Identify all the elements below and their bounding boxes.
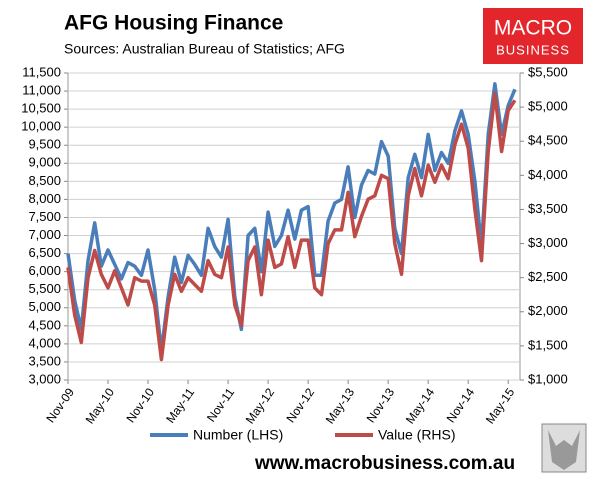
x-tick-label: Nov-12 [284, 385, 318, 425]
x-tick-label: Nov-14 [444, 385, 478, 425]
plot-frame [67, 72, 521, 381]
y2-tick-label: $4,500 [528, 133, 568, 148]
x-tick-label: May-12 [243, 385, 278, 426]
legend-label: Number (LHS) [193, 427, 283, 443]
y2-tick-label: $3,500 [528, 201, 568, 216]
x-tick-label: Nov-10 [123, 385, 157, 425]
y2-tick-label: $1,500 [528, 337, 568, 352]
y-tick-label: 7,000 [28, 227, 61, 242]
chart-title: AFG Housing Finance [64, 12, 283, 35]
y2-tick-label: $5,000 [528, 99, 568, 114]
x-tick-label: Nov-13 [364, 385, 398, 425]
y2-tick-label: $4,000 [528, 167, 568, 182]
logo-box [483, 8, 583, 64]
y2-tick-label: $5,500 [528, 64, 568, 79]
y2-tick-label: $3,000 [528, 235, 568, 250]
legend-label: Value (RHS) [378, 427, 456, 443]
y-tick-label: 11,000 [22, 82, 61, 97]
y-tick-label: 7,500 [28, 209, 61, 224]
x-tick-label: May-10 [83, 385, 118, 426]
y-tick-label: 4,000 [28, 335, 61, 350]
y-tick-label: 9,500 [28, 137, 61, 152]
logo-text: MACRO [494, 17, 572, 40]
y-tick-label: 3,000 [28, 371, 61, 386]
logo-text: BUSINESS [496, 42, 570, 57]
y-tick-label: 4,500 [28, 317, 61, 332]
x-tick-label: May-13 [323, 385, 358, 426]
y2-tick-label: $1,000 [528, 371, 568, 386]
y-tick-label: 10,500 [21, 101, 61, 116]
y-tick-label: 8,500 [28, 173, 61, 188]
footer: www.macrobusiness.com.au [254, 453, 515, 474]
series-line [66, 91, 517, 362]
y-tick-label: 5,500 [28, 281, 61, 296]
y-tick-label: 8,000 [28, 191, 61, 206]
y-tick-label: 3,500 [28, 353, 61, 368]
x-tick-label: May-14 [403, 385, 438, 426]
x-tick-label: Nov-09 [43, 385, 77, 425]
x-tick-label: May-15 [483, 385, 518, 426]
y-tick-label: 11,500 [22, 64, 61, 79]
y-tick-label: 5,000 [28, 299, 61, 314]
y2-tick-label: $2,500 [528, 269, 568, 284]
y-tick-label: 6,500 [28, 245, 61, 260]
y2-tick-label: $2,000 [528, 303, 568, 318]
series-line [66, 82, 517, 353]
chart-subtitle: Sources: Australian Bureau of Statistics… [64, 41, 345, 57]
x-tick-label: May-11 [163, 385, 197, 425]
wolf-icon [548, 430, 580, 470]
x-tick-label: Nov-11 [204, 385, 237, 424]
y-tick-label: 10,000 [21, 119, 61, 134]
y-tick-label: 6,000 [28, 263, 61, 278]
y-tick-label: 9,000 [28, 155, 61, 170]
